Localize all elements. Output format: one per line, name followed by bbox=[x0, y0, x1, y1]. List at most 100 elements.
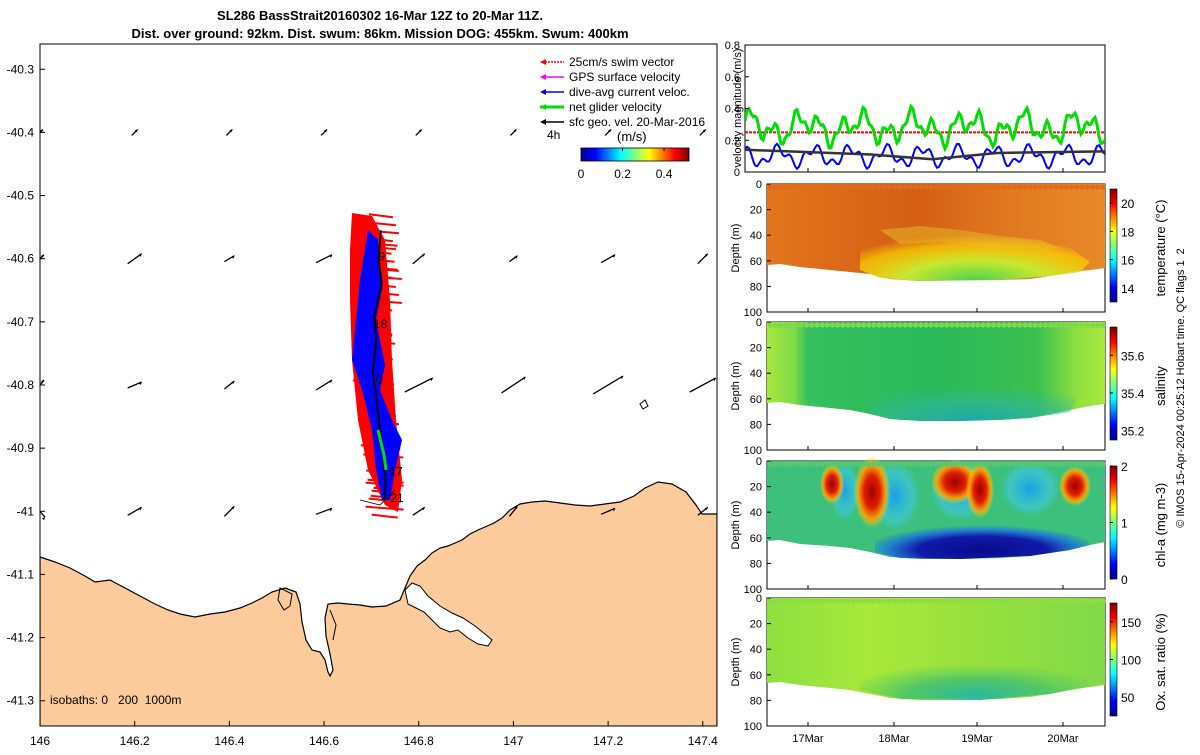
depth-axis-label: Depth (m) bbox=[730, 501, 742, 550]
surface-dot bbox=[918, 184, 924, 190]
surface-dot bbox=[902, 322, 908, 328]
depth-tick-label: 40 bbox=[750, 644, 762, 656]
surface-dot bbox=[798, 322, 804, 328]
surface-dot bbox=[923, 184, 929, 190]
surface-dot bbox=[1048, 461, 1054, 467]
surface-dot bbox=[907, 598, 914, 604]
salinity-surface-dots bbox=[767, 322, 1106, 328]
surface-dot bbox=[845, 461, 851, 467]
surface-dot bbox=[980, 461, 986, 467]
surface-dot bbox=[788, 184, 794, 190]
legend-label: sfc geo. vel. 20-Mar-2016 bbox=[569, 115, 705, 129]
surface-dot bbox=[1048, 322, 1054, 328]
surface-dot bbox=[845, 322, 851, 328]
depth-tick-label: 20 bbox=[750, 482, 762, 494]
surface-dot bbox=[1043, 184, 1049, 190]
section-colorbar-tick-label: 0 bbox=[1121, 573, 1128, 587]
velocity-tick-label: 0 bbox=[734, 167, 740, 179]
surface-dot bbox=[783, 322, 789, 328]
depth-tick-label: 100 bbox=[744, 307, 762, 319]
surface-dot bbox=[767, 598, 773, 604]
surface-dot bbox=[1022, 322, 1028, 328]
surface-dot bbox=[902, 461, 908, 467]
velocity-arrow-head bbox=[231, 506, 235, 510]
temperature-surface-dots bbox=[767, 184, 1106, 190]
velocity-arrow-head bbox=[329, 380, 333, 383]
surface-dot bbox=[944, 322, 950, 328]
surface-dot bbox=[1006, 461, 1012, 467]
surface-velocity-arrows bbox=[40, 128, 717, 521]
surface-dot bbox=[1100, 322, 1106, 328]
surface-dot bbox=[1027, 322, 1033, 328]
surface-dot bbox=[1001, 598, 1007, 604]
surface-dot bbox=[1069, 461, 1075, 467]
surface-dot bbox=[897, 184, 903, 190]
surface-dot bbox=[928, 598, 934, 604]
legend-arrow bbox=[540, 89, 546, 95]
surface-dot bbox=[1032, 598, 1038, 604]
surface-dot bbox=[996, 598, 1002, 604]
time-tick-label: 19Mar bbox=[961, 733, 993, 745]
surface-dot bbox=[928, 322, 934, 328]
surface-dot bbox=[1069, 598, 1075, 604]
depth-tick-label: 40 bbox=[750, 368, 762, 380]
surface-dot bbox=[918, 598, 924, 604]
surface-dot bbox=[1079, 598, 1085, 604]
time-axis: 17Mar 18Mar 19Mar 20Mar bbox=[792, 168, 1079, 745]
surface-dot bbox=[985, 461, 992, 467]
surface-dot bbox=[819, 184, 825, 190]
surface-dot bbox=[970, 322, 976, 328]
surface-dot bbox=[1058, 322, 1064, 328]
surface-dot bbox=[788, 598, 794, 604]
map-x-ticks: 146 146.2 146.4 146.6 146.8 147 147.2 147.4 bbox=[30, 721, 718, 748]
map-y-tick-label: -40.7 bbox=[7, 315, 35, 329]
section-colorbar-tick-label: 100 bbox=[1121, 654, 1141, 668]
surface-dot bbox=[767, 322, 773, 328]
temperature-panel bbox=[766, 183, 1106, 313]
map-x-tick-label: 146 bbox=[30, 734, 50, 748]
surface-dot bbox=[1079, 322, 1085, 328]
surface-dot bbox=[809, 598, 815, 604]
surface-dot bbox=[939, 461, 945, 467]
surface-dot bbox=[959, 322, 966, 328]
surface-dot bbox=[1037, 184, 1043, 190]
surface-dot bbox=[850, 184, 856, 190]
surface-dot bbox=[1032, 184, 1038, 190]
surface-dot bbox=[835, 461, 841, 467]
inlet bbox=[277, 587, 293, 611]
surface-dot bbox=[871, 184, 877, 190]
islet bbox=[639, 399, 649, 410]
surface-dot bbox=[1089, 322, 1095, 328]
surface-dot bbox=[897, 322, 903, 328]
surface-dot bbox=[1084, 598, 1090, 604]
surface-dot bbox=[772, 598, 778, 604]
surface-dot bbox=[991, 598, 997, 604]
velocity-arrow-head bbox=[329, 508, 333, 512]
surface-dot bbox=[1069, 184, 1075, 190]
surface-dot bbox=[819, 598, 825, 604]
surface-dot bbox=[1022, 184, 1028, 190]
surface-dot bbox=[991, 184, 997, 190]
map-y-tick-label: -40.6 bbox=[7, 252, 35, 266]
surface-dot bbox=[793, 184, 799, 190]
surface-dot bbox=[1074, 184, 1080, 190]
surface-dot bbox=[1058, 461, 1064, 467]
surface-dot bbox=[840, 598, 846, 604]
surface-dot bbox=[798, 598, 804, 604]
surface-dot bbox=[1079, 461, 1085, 467]
depth-tick-label: 0 bbox=[756, 317, 762, 329]
map-y-tick-label: -41.3 bbox=[7, 694, 35, 708]
velocity-arrow-head bbox=[608, 129, 612, 133]
velocity-arrow-head bbox=[620, 376, 624, 379]
surface-dot bbox=[939, 598, 945, 604]
surface-dot bbox=[1063, 461, 1069, 467]
colorbar-label: (m/s) bbox=[617, 129, 647, 144]
legend-arrow bbox=[540, 119, 546, 125]
surface-dot bbox=[1053, 598, 1059, 604]
surface-dot bbox=[1089, 184, 1095, 190]
velocity-arrow-head bbox=[522, 377, 526, 380]
depth-axis-label: Depth (m) bbox=[730, 638, 742, 687]
map-x-tick-label: 146.4 bbox=[214, 734, 244, 748]
surface-dot bbox=[944, 461, 950, 467]
surface-dot bbox=[1011, 322, 1018, 328]
